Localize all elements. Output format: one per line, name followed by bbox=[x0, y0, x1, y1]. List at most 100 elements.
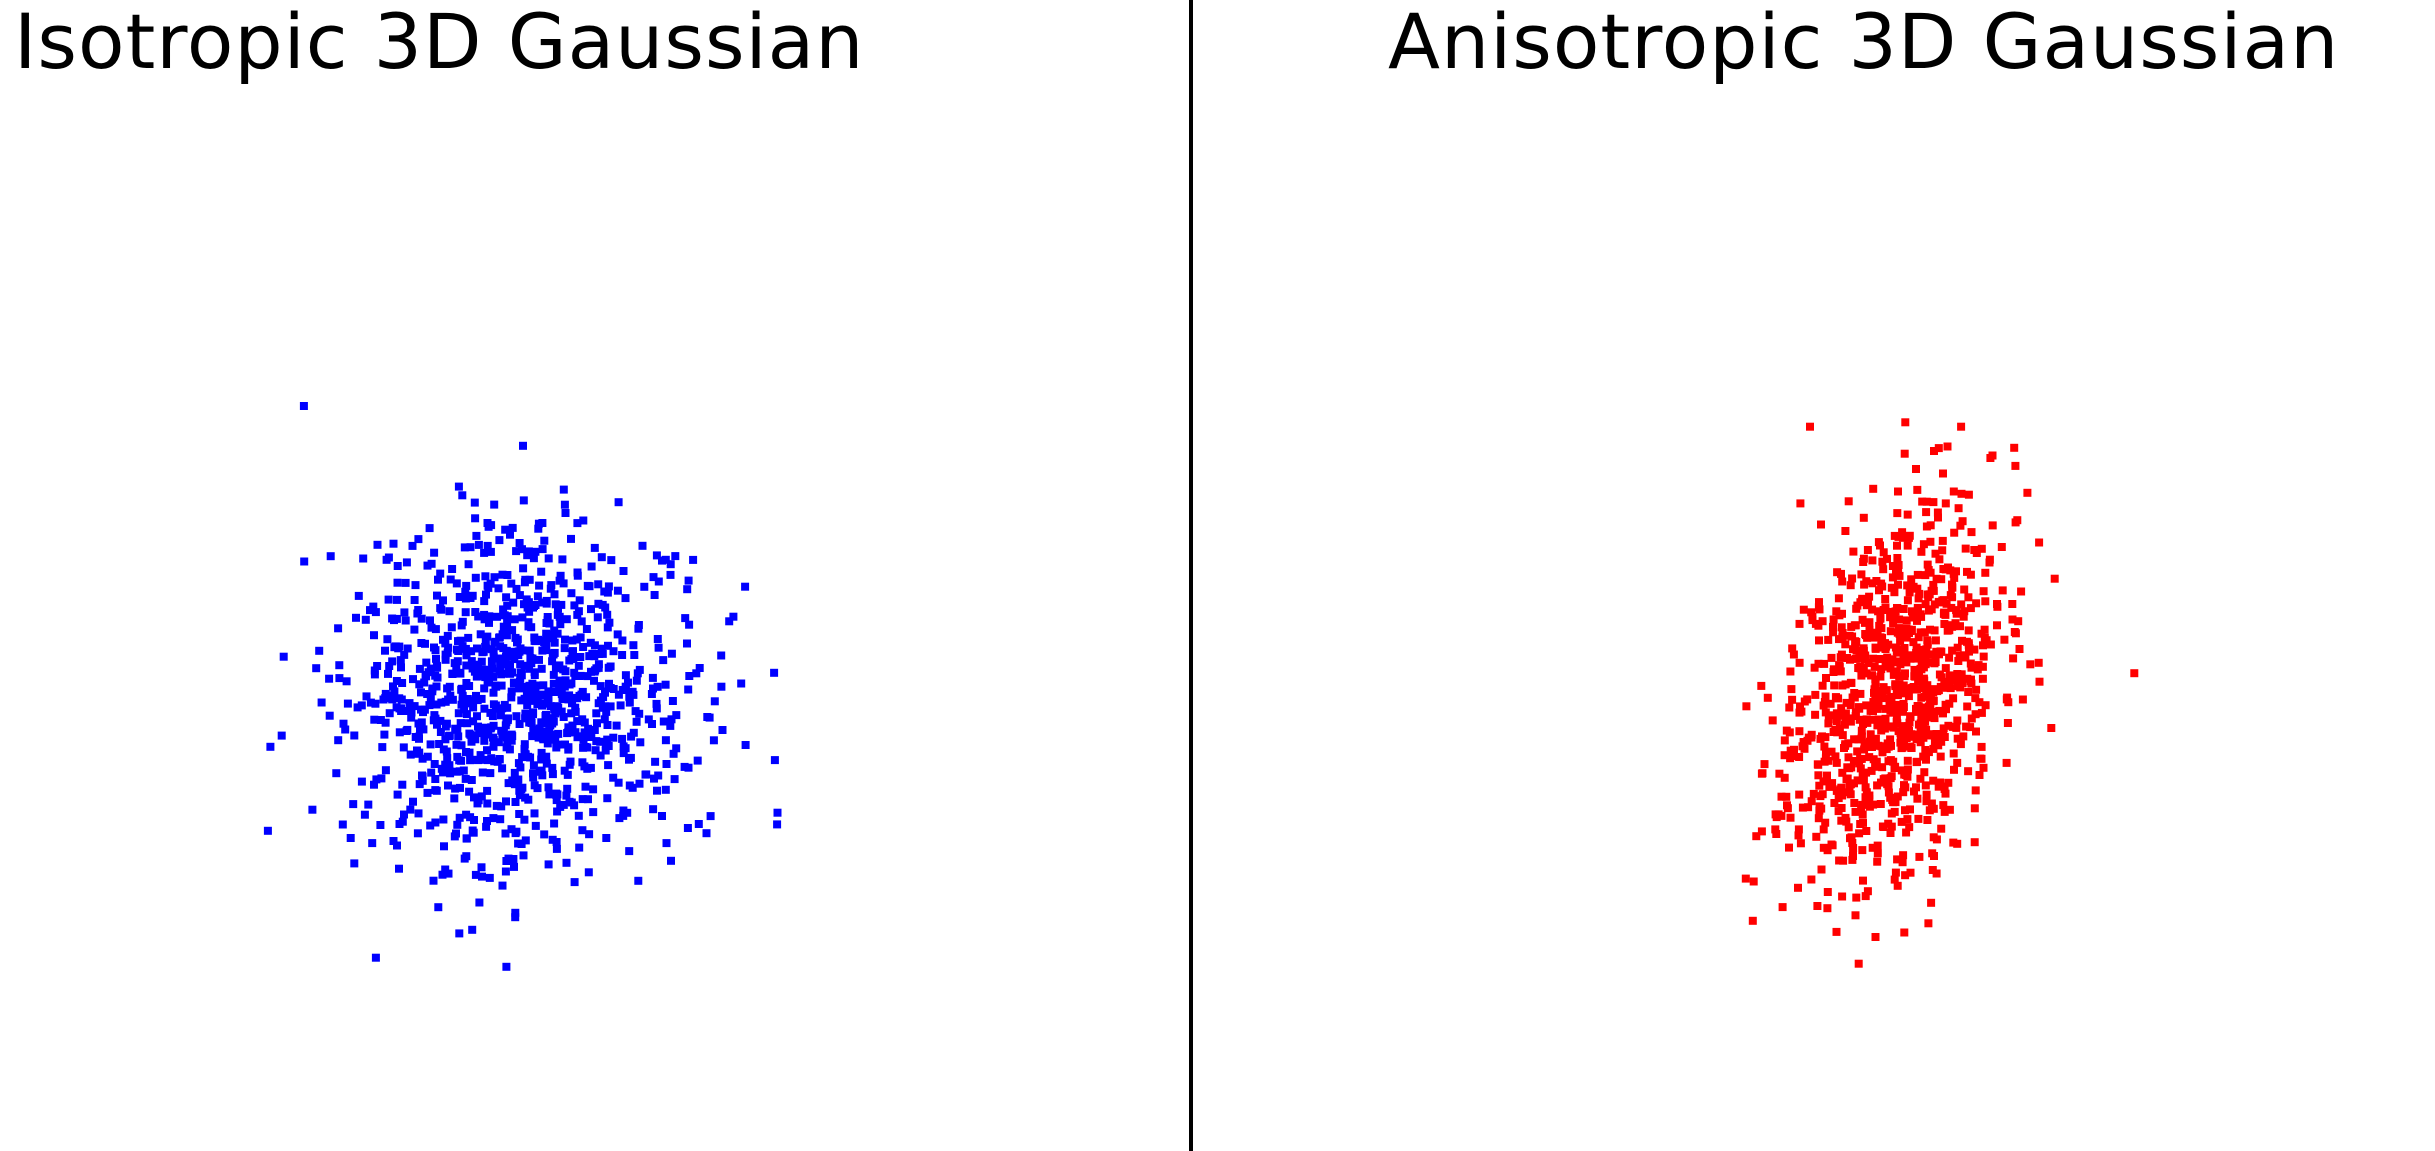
scatter-point bbox=[562, 858, 571, 867]
scatter-point bbox=[555, 682, 564, 691]
scatter-point bbox=[2003, 719, 2012, 727]
scatter-point bbox=[1879, 719, 1888, 728]
scatter-point bbox=[1905, 727, 1913, 735]
scatter-point bbox=[596, 751, 605, 760]
scatter-point bbox=[445, 761, 454, 770]
scatter-point bbox=[1938, 536, 1947, 545]
scatter-point bbox=[390, 687, 399, 696]
scatter-point bbox=[1775, 769, 1784, 778]
panel-divider bbox=[1189, 0, 1193, 1151]
scatter-point bbox=[519, 496, 528, 505]
scatter-point bbox=[420, 678, 429, 687]
scatter-point bbox=[1919, 681, 1928, 690]
scatter-point bbox=[441, 650, 450, 659]
scatter-point bbox=[436, 604, 445, 613]
scatter-point bbox=[440, 842, 448, 851]
scatter-point bbox=[605, 679, 613, 688]
scatter-point bbox=[1856, 689, 1865, 698]
scatter-point bbox=[468, 826, 477, 835]
scatter-point bbox=[1966, 604, 1975, 613]
scatter-point bbox=[1857, 754, 1866, 763]
scatter-point bbox=[642, 770, 651, 779]
scatter-point bbox=[1862, 601, 1871, 610]
scatter-point bbox=[383, 635, 392, 644]
scatter-point bbox=[554, 703, 563, 712]
scatter-point bbox=[650, 591, 659, 599]
scatter-point bbox=[414, 732, 423, 741]
scatter-point bbox=[550, 819, 559, 828]
scatter-point bbox=[423, 788, 432, 797]
scatter-point bbox=[618, 636, 627, 645]
scatter-point bbox=[515, 810, 524, 818]
scatter-point bbox=[542, 634, 551, 643]
scatter-point bbox=[1927, 799, 1936, 808]
scatter-point bbox=[571, 707, 580, 716]
scatter-point bbox=[460, 543, 469, 552]
scatter-point bbox=[460, 705, 469, 714]
scatter-point bbox=[1826, 699, 1835, 708]
scatter-point bbox=[419, 725, 428, 734]
scatter-point bbox=[2000, 635, 2009, 644]
scatter-point bbox=[1795, 753, 1804, 761]
scatter-point bbox=[461, 594, 470, 603]
scatter-point bbox=[1922, 797, 1931, 806]
scatter-point bbox=[579, 643, 588, 651]
scatter-point bbox=[308, 805, 317, 814]
scatter-point bbox=[1859, 720, 1867, 728]
scatter-point bbox=[1882, 745, 1891, 754]
scatter-point bbox=[2008, 615, 2017, 624]
scatter-point bbox=[1970, 804, 1979, 813]
scatter-point bbox=[1914, 814, 1923, 823]
scatter-point bbox=[476, 630, 485, 639]
scatter-point bbox=[1917, 547, 1926, 556]
scatter-point bbox=[511, 798, 520, 806]
scatter-point bbox=[2009, 654, 2018, 663]
scatter-point bbox=[1886, 627, 1895, 636]
scatter-point bbox=[1927, 898, 1936, 907]
scatter-point bbox=[457, 741, 466, 750]
scatter-point bbox=[429, 876, 438, 885]
scatter-point bbox=[1900, 449, 1909, 458]
scatter-point bbox=[1831, 752, 1840, 761]
isotropic-scatter-plot bbox=[263, 402, 782, 971]
scatter-point bbox=[672, 711, 681, 720]
scatter-point bbox=[529, 773, 538, 782]
scatter-point bbox=[1986, 454, 1995, 462]
scatter-point bbox=[602, 707, 611, 716]
scatter-point bbox=[575, 843, 584, 852]
scatter-point bbox=[1957, 489, 1966, 498]
scatter-point bbox=[1741, 874, 1750, 883]
scatter-point bbox=[1855, 704, 1864, 713]
scatter-point bbox=[505, 745, 514, 754]
scatter-point bbox=[589, 785, 598, 794]
scatter-point bbox=[625, 698, 634, 707]
scatter-point bbox=[1842, 698, 1851, 707]
scatter-point bbox=[1832, 607, 1841, 616]
anisotropic-scatter-plot bbox=[1741, 418, 2139, 968]
scatter-point bbox=[1787, 685, 1796, 694]
scatter-point bbox=[1829, 668, 1838, 676]
scatter-point bbox=[667, 649, 676, 658]
scatter-point bbox=[548, 835, 557, 844]
scatter-point bbox=[621, 744, 630, 753]
scatter-point bbox=[1857, 734, 1866, 743]
scatter-point bbox=[600, 715, 609, 724]
scatter-point bbox=[1966, 659, 1975, 668]
scatter-point bbox=[480, 597, 489, 606]
scatter-point bbox=[1847, 833, 1856, 842]
scatter-point bbox=[1821, 818, 1830, 827]
scatter-point bbox=[653, 635, 662, 643]
scatter-point bbox=[2047, 724, 2056, 732]
scatter-point bbox=[613, 586, 622, 595]
scatter-point bbox=[1871, 675, 1880, 684]
scatter-point bbox=[1945, 805, 1954, 814]
scatter-point bbox=[403, 644, 412, 653]
scatter-point bbox=[1876, 614, 1885, 623]
scatter-point bbox=[1815, 598, 1823, 607]
scatter-point bbox=[425, 524, 434, 533]
scatter-point bbox=[603, 588, 612, 597]
scatter-point bbox=[335, 661, 344, 670]
scatter-point bbox=[497, 802, 506, 811]
scatter-point bbox=[462, 651, 471, 660]
scatter-point bbox=[1757, 681, 1766, 690]
